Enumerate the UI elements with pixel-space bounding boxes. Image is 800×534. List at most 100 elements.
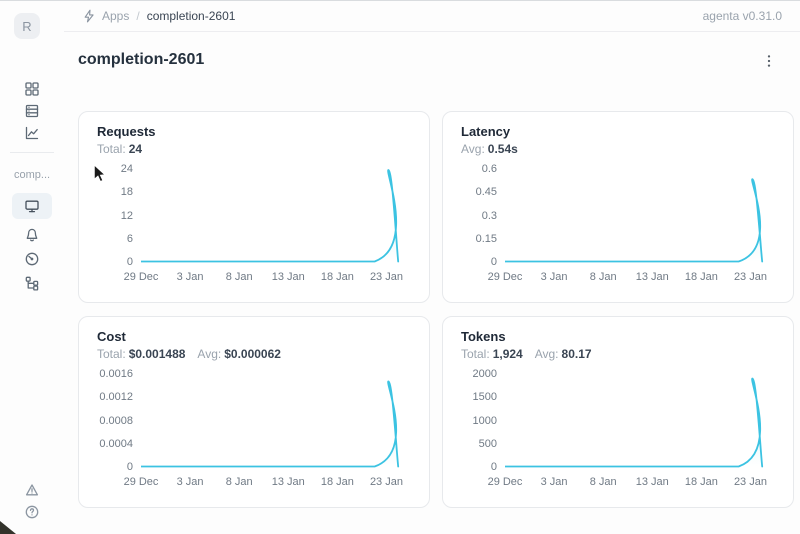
- card-title: Latency: [461, 124, 511, 139]
- tree-icon: [24, 275, 40, 291]
- page-menu-button[interactable]: [760, 51, 778, 71]
- chart: 2000 1500 1000 500 0 29 Dec 3 Jan 8 Jan 13 Jan 1…: [461, 369, 775, 491]
- table-rows-icon: [24, 103, 40, 119]
- y-tick-label: 0.6: [481, 163, 497, 175]
- x-tick-label: 3 Jan: [176, 476, 204, 488]
- tokens-card: Tokens Total: 1,924 Avg: 80.17 2000 1500 1000…: [442, 316, 794, 508]
- x-axis-labels: 29 Dec 3 Jan 8 Jan 13 Jan 18 Jan 23 Jan: [488, 271, 775, 286]
- sidebar-item-testsets[interactable]: [0, 103, 64, 119]
- y-axis-labels: 0.6 0.45 0.3 0.15 0: [461, 164, 505, 268]
- breadcrumb-apps-link[interactable]: Apps: [102, 9, 130, 23]
- x-axis-labels: 29 Dec 3 Jan 8 Jan 13 Jan 18 Jan 23 Jan: [124, 271, 411, 286]
- avatar[interactable]: R: [14, 13, 40, 39]
- stat: Avg: $0.000062: [197, 347, 281, 361]
- card-title: Cost: [97, 329, 126, 344]
- requests-card: Requests Total: 24 24 18 12 6 0 29 Dec 3 Jan 8 …: [78, 111, 430, 303]
- x-tick-label: 29 Dec: [123, 476, 159, 488]
- sidebar-item-observability[interactable]: [0, 251, 64, 267]
- y-axis-labels: 24 18 12 6 0: [97, 164, 141, 268]
- stat: Total: 1,924: [461, 347, 523, 361]
- y-axis-labels: 0.0016 0.0012 0.0008 0.0004 0: [97, 369, 141, 473]
- x-tick-label: 18 Jan: [320, 271, 354, 283]
- gauge-icon: [24, 251, 40, 267]
- line-chart-icon: [24, 125, 40, 141]
- sidebar-item-evaluations[interactable]: [0, 125, 64, 141]
- x-tick-label: 13 Jan: [271, 476, 305, 488]
- page-header: completion-2601: [78, 49, 778, 75]
- sidebar-item-alerts[interactable]: [0, 227, 64, 243]
- x-tick-label: 29 Dec: [487, 271, 523, 283]
- y-tick-label: 0.15: [475, 232, 497, 245]
- breadcrumb: Apps / completion-2601: [82, 9, 235, 23]
- y-tick-label: 18: [120, 186, 133, 199]
- bell-icon: [24, 227, 40, 243]
- stat: Total: 24: [97, 142, 143, 156]
- card-stats: Total: 24: [97, 142, 411, 156]
- kebab-menu-icon: [762, 53, 776, 69]
- y-tick-label: 0: [126, 461, 133, 473]
- breadcrumb-separator: /: [136, 9, 140, 23]
- x-tick-label: 8 Jan: [589, 271, 617, 283]
- chart-plot[interactable]: [141, 369, 411, 473]
- x-tick-label: 3 Jan: [176, 271, 204, 283]
- chart-plot[interactable]: [505, 164, 775, 268]
- y-tick-label: 0.0008: [99, 414, 133, 427]
- y-tick-label: 24: [120, 163, 133, 175]
- chart-plot[interactable]: [141, 164, 411, 268]
- stat: Total: $0.001488: [97, 347, 186, 361]
- sidebar: R comp...: [0, 1, 64, 534]
- cost-card: Cost Total: $0.001488 Avg: $0.000062 0.0016…: [78, 316, 430, 508]
- y-tick-label: 12: [120, 209, 133, 222]
- y-tick-label: 1500: [472, 391, 497, 404]
- x-axis-labels: 29 Dec 3 Jan 8 Jan 13 Jan 18 Jan 23 Jan: [488, 476, 775, 491]
- latency-card: Latency Avg: 0.54s 0.6 0.45 0.3 0.15 0 29 Dec…: [442, 111, 794, 303]
- y-tick-label: 2000: [472, 368, 497, 380]
- x-tick-label: 18 Jan: [684, 271, 718, 283]
- warning-triangle-icon: [24, 482, 40, 498]
- stat: Avg: 0.54s: [461, 142, 518, 156]
- y-tick-label: 500: [478, 437, 497, 450]
- x-tick-label: 18 Jan: [320, 476, 354, 488]
- metrics-grid: Requests Total: 24 24 18 12 6 0 29 Dec 3 Jan 8 …: [78, 111, 794, 508]
- stat: Avg: 80.17: [534, 347, 592, 361]
- x-tick-label: 13 Jan: [271, 271, 305, 283]
- question-circle-icon: [24, 504, 40, 520]
- sidebar-item-apps[interactable]: [0, 81, 64, 97]
- y-tick-label: 0.0004: [99, 437, 133, 450]
- sidebar-item-status[interactable]: [0, 482, 64, 498]
- x-tick-label: 29 Dec: [487, 476, 523, 488]
- chart: 0.0016 0.0012 0.0008 0.0004 0 29 Dec 3 Jan 8 J…: [97, 369, 411, 491]
- card-stats: Total: $0.001488 Avg: $0.000062: [97, 347, 411, 361]
- apps-grid-icon: [24, 81, 40, 97]
- card-title: Requests: [97, 124, 156, 139]
- chart-plot[interactable]: [505, 369, 775, 473]
- x-tick-label: 23 Jan: [733, 271, 767, 283]
- workspace-label: comp...: [14, 169, 51, 181]
- x-tick-label: 8 Jan: [225, 476, 253, 488]
- card-title: Tokens: [461, 329, 506, 344]
- x-tick-label: 3 Jan: [540, 271, 568, 283]
- x-tick-label: 18 Jan: [684, 476, 718, 488]
- sidebar-item-overview[interactable]: [12, 193, 52, 219]
- sidebar-divider: [10, 152, 54, 153]
- y-tick-label: 0.45: [475, 186, 497, 199]
- card-stats: Total: 1,924 Avg: 80.17: [461, 347, 775, 361]
- corner-artifact: [0, 521, 16, 534]
- chart: 24 18 12 6 0 29 Dec 3 Jan 8 Jan 13 Jan 18 Jan 23 …: [97, 164, 411, 286]
- x-tick-label: 23 Jan: [369, 476, 403, 488]
- x-tick-label: 8 Jan: [589, 476, 617, 488]
- page-title: completion-2601: [78, 51, 205, 68]
- mouse-cursor: [93, 164, 106, 183]
- y-tick-label: 0: [490, 256, 497, 268]
- y-tick-label: 1000: [472, 414, 497, 427]
- sidebar-item-traces[interactable]: [0, 275, 64, 291]
- y-tick-label: 0.0016: [99, 368, 133, 380]
- lightning-logo-icon: [82, 9, 95, 23]
- x-tick-label: 8 Jan: [225, 271, 253, 283]
- x-tick-label: 3 Jan: [540, 476, 568, 488]
- x-tick-label: 29 Dec: [123, 271, 159, 283]
- chart: 0.6 0.45 0.3 0.15 0 29 Dec 3 Jan 8 Jan 13 Jan 18…: [461, 164, 775, 286]
- sidebar-item-help[interactable]: [0, 504, 64, 520]
- x-tick-label: 23 Jan: [369, 271, 403, 283]
- x-tick-label: 23 Jan: [733, 476, 767, 488]
